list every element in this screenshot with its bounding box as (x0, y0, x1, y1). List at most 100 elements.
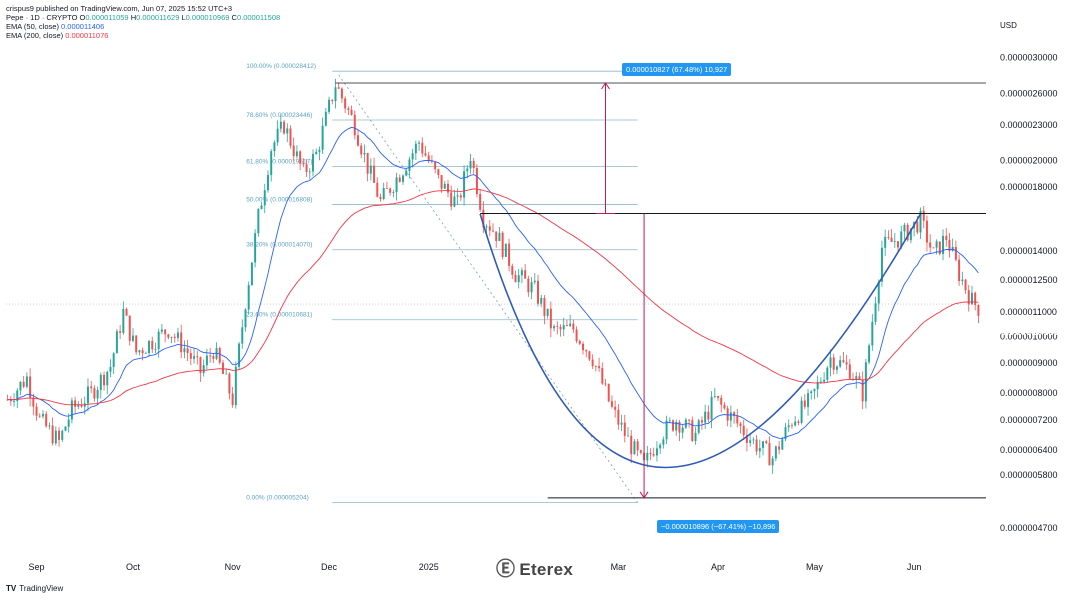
candle-body (498, 232, 501, 242)
candle-body (591, 359, 594, 367)
candle-body (350, 109, 353, 115)
candle-body (704, 411, 707, 423)
candle-body (363, 152, 366, 155)
candle-body (813, 389, 816, 392)
y-tick-label: 0.0000009000 (1000, 358, 1058, 368)
candle-body (492, 230, 494, 232)
candle-body (411, 153, 414, 160)
candle-body (29, 376, 32, 398)
candle-body (299, 151, 302, 164)
ema200-legend[interactable]: EMA (200, close) 0.000011076 (6, 31, 108, 40)
candle-body (340, 88, 343, 99)
candle-body (157, 331, 160, 350)
candle-body (22, 381, 25, 387)
candle-body (569, 323, 572, 327)
candle-body (733, 412, 736, 417)
candle-body (967, 290, 970, 305)
candle-body (135, 335, 138, 353)
candle-body (639, 450, 642, 453)
price-tag-bottom: 0.000005298 (1000, 505, 1060, 516)
tradingview-icon: TV (6, 584, 17, 593)
candle-body (151, 340, 154, 350)
candle-body (148, 340, 151, 354)
candle-body (826, 367, 829, 380)
candle-body (67, 419, 70, 427)
candle-body (543, 297, 546, 316)
measure-label-top[interactable]: 0.000010827 (67.48%) 10,927 (622, 63, 732, 76)
candle-body (395, 177, 398, 193)
candle-body (459, 195, 462, 198)
candle-body (247, 285, 250, 310)
ema50-legend[interactable]: EMA (50, close) 0.000011406 (6, 22, 104, 31)
fib-level-label: 50.00% (0.000016808) (246, 197, 312, 204)
candle-body (961, 279, 964, 282)
candle-body (810, 391, 813, 394)
candle-body (382, 187, 385, 200)
candle-body (273, 142, 276, 152)
candle-body (58, 430, 61, 440)
candle-body (517, 275, 520, 283)
candle-body (418, 142, 421, 144)
eterex-logo-icon: Ⓔ (496, 559, 516, 580)
candle-body (614, 406, 617, 410)
candle-body (954, 246, 957, 260)
candle-body (408, 159, 411, 171)
candle-body (893, 241, 896, 242)
candle-body (176, 332, 179, 338)
candle-body (74, 400, 77, 407)
candle-body (437, 169, 440, 176)
x-tick-label: 2025 (419, 562, 439, 572)
candle-body (565, 325, 568, 327)
candle-body (784, 427, 787, 440)
candle-body (970, 292, 973, 305)
candle-body (141, 350, 144, 354)
candle-body (922, 210, 925, 221)
candle-body (475, 168, 478, 195)
candle-body (903, 224, 906, 232)
candle-body (427, 155, 430, 162)
candle-body (250, 262, 253, 286)
candle-body (765, 441, 768, 444)
candle-body (929, 242, 932, 248)
tradingview-logo[interactable]: TV TradingView (6, 584, 63, 593)
candle-body (823, 379, 826, 382)
measure-label-bottom[interactable]: −0.000010896 (−67.41%) −10,896 (657, 520, 780, 533)
y-tick-label: 0.0000011000 (1000, 307, 1057, 317)
candle-body (855, 376, 858, 380)
candle-body (652, 454, 655, 456)
candle-body (537, 280, 539, 304)
candle-body (736, 416, 739, 424)
candle-body (19, 381, 22, 391)
candle-body (790, 425, 793, 427)
candle-body (752, 439, 755, 441)
symbol-ohlc-line: Pepe · 1D · CRYPTO O0.000011059 H0.00001… (6, 13, 280, 22)
candle-body (861, 379, 864, 402)
y-tick-label: 0.0000026000 (1000, 89, 1058, 99)
candle-body (385, 187, 388, 189)
candle-body (710, 396, 713, 420)
candle-body (289, 128, 292, 146)
candle-body (909, 228, 912, 241)
candle-body (48, 425, 51, 427)
candle-body (96, 389, 99, 399)
ema200-label: EMA (200, close) (6, 31, 64, 40)
candle-body (868, 345, 871, 363)
candle-body (858, 376, 861, 380)
candle-body (466, 168, 469, 172)
candle-body (974, 292, 977, 306)
candle-body (662, 439, 665, 445)
candle-body (871, 321, 874, 346)
candle-body (93, 388, 96, 399)
low-label: L (181, 13, 186, 22)
candle-body (286, 128, 289, 134)
candle-body (32, 397, 35, 407)
candle-body (707, 411, 710, 420)
candle-body (749, 440, 752, 443)
candle-body (308, 171, 311, 173)
candle-body (405, 170, 408, 176)
candle-body (51, 425, 54, 444)
candle-body (697, 420, 700, 433)
fib-trend-line (338, 74, 638, 503)
candle-body (578, 340, 581, 344)
